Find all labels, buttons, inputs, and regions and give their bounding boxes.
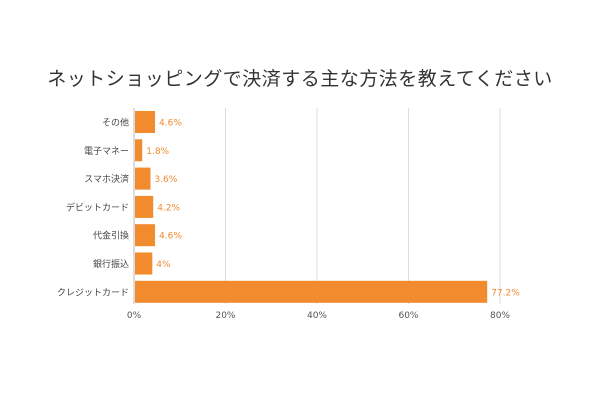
value-label: 1.8% [146, 147, 169, 157]
category-label: スマホ決済 [84, 173, 129, 185]
x-tick-label: 20% [215, 311, 235, 321]
x-tick-label: 80% [490, 311, 510, 321]
bar [135, 280, 488, 303]
category-label: デビットカード [66, 201, 129, 213]
value-label: 4.2% [157, 203, 180, 213]
category-label: 銀行振込 [93, 258, 129, 270]
category-label: その他 [102, 117, 129, 129]
bar [135, 111, 156, 133]
value-label: 4.6% [159, 119, 182, 129]
chart-title: ネットショッピングで決済する主な方法を教えてください [47, 68, 553, 90]
bar [135, 252, 153, 275]
x-tick-label: 60% [398, 311, 418, 321]
value-label: 4.6% [159, 232, 182, 242]
x-tick-label: 0% [127, 311, 142, 321]
value-label: 77.2% [491, 288, 520, 298]
bar [135, 224, 156, 247]
category-label: クレジットカード [57, 287, 129, 298]
value-label: 4% [156, 260, 171, 270]
bar [135, 195, 154, 218]
category-label: 電子マネー [84, 146, 129, 157]
value-label: 3.6% [154, 175, 177, 185]
category-label: 代金引換 [93, 230, 129, 242]
x-tick-label: 40% [307, 311, 327, 321]
bar [135, 139, 143, 162]
bar [135, 167, 151, 190]
